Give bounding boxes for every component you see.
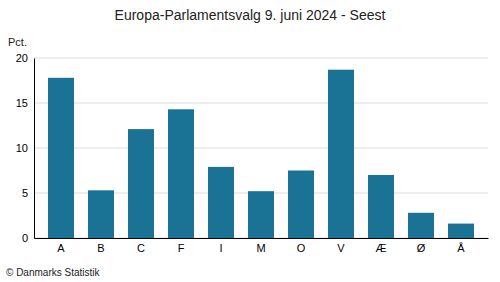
bar: [408, 213, 434, 238]
axis-domain: [35, 238, 489, 239]
grid-line: [34, 148, 488, 149]
x-tick: Å: [457, 242, 465, 254]
x-tick-label: A: [57, 242, 65, 254]
x-tick: A: [57, 242, 65, 254]
bar: [48, 78, 74, 238]
title: Europa-Parlamentsvalg 9. juni 2024 - See…: [115, 7, 386, 23]
bar: [248, 191, 274, 238]
axis-domain: [34, 59, 35, 239]
grid-line: [34, 103, 488, 104]
x-tick-label: Å: [457, 242, 465, 254]
bar: [128, 129, 154, 238]
chart-container: Europa-Parlamentsvalg 9. juni 2024 - See…: [0, 0, 500, 282]
x-tick: V: [337, 242, 345, 254]
x-tick-label: B: [97, 242, 104, 254]
x-tick: C: [137, 242, 145, 254]
y-tick: 0: [22, 232, 28, 244]
y-tick-label: 15: [16, 97, 28, 109]
bar: [208, 167, 234, 238]
x-tick-label: I: [219, 242, 222, 254]
x-tick-label: V: [337, 242, 345, 254]
x-tick-label: M: [256, 242, 265, 254]
y-axis-label: Pct.: [8, 36, 27, 48]
y-axis: 0 5 10 15 20: [16, 52, 35, 244]
bar: [168, 109, 194, 238]
y-tick: 15: [16, 97, 28, 109]
x-axis: ABCFIMOVÆØÅ: [35, 239, 489, 254]
x-tick-label: O: [297, 242, 306, 254]
x-tick: M: [256, 242, 265, 254]
x-tick: B: [97, 242, 104, 254]
grid-line: [34, 58, 488, 59]
x-tick: Ø: [417, 242, 426, 254]
y-tick-label: 10: [16, 142, 28, 154]
bar: [88, 190, 114, 238]
bar: [288, 171, 314, 239]
x-tick: F: [178, 242, 185, 254]
bar: [368, 175, 394, 238]
y-tick-label: 0: [22, 232, 28, 244]
y-tick-label: 20: [16, 52, 28, 64]
chart-svg: Europa-Parlamentsvalg 9. juni 2024 - See…: [0, 0, 500, 282]
bars: [48, 70, 474, 238]
footer: © Danmarks Statistik: [6, 267, 101, 278]
x-tick-label: C: [137, 242, 145, 254]
x-tick: I: [219, 242, 222, 254]
grid: [34, 58, 488, 238]
x-tick-label: F: [178, 242, 185, 254]
bar: [448, 224, 474, 238]
plot-area: 0 5 10 15 20 A B C F I M O V Æ Ø Å: [16, 52, 489, 254]
x-tick-label: Ø: [417, 242, 426, 254]
bar: [328, 70, 354, 238]
y-tick-label: 5: [22, 187, 28, 199]
x-tick: O: [297, 242, 306, 254]
x-tick-label: Æ: [376, 242, 387, 254]
y-tick: 10: [16, 142, 28, 154]
y-tick: 5: [22, 187, 28, 199]
y-tick: 20: [16, 52, 28, 64]
x-tick: Æ: [376, 242, 387, 254]
